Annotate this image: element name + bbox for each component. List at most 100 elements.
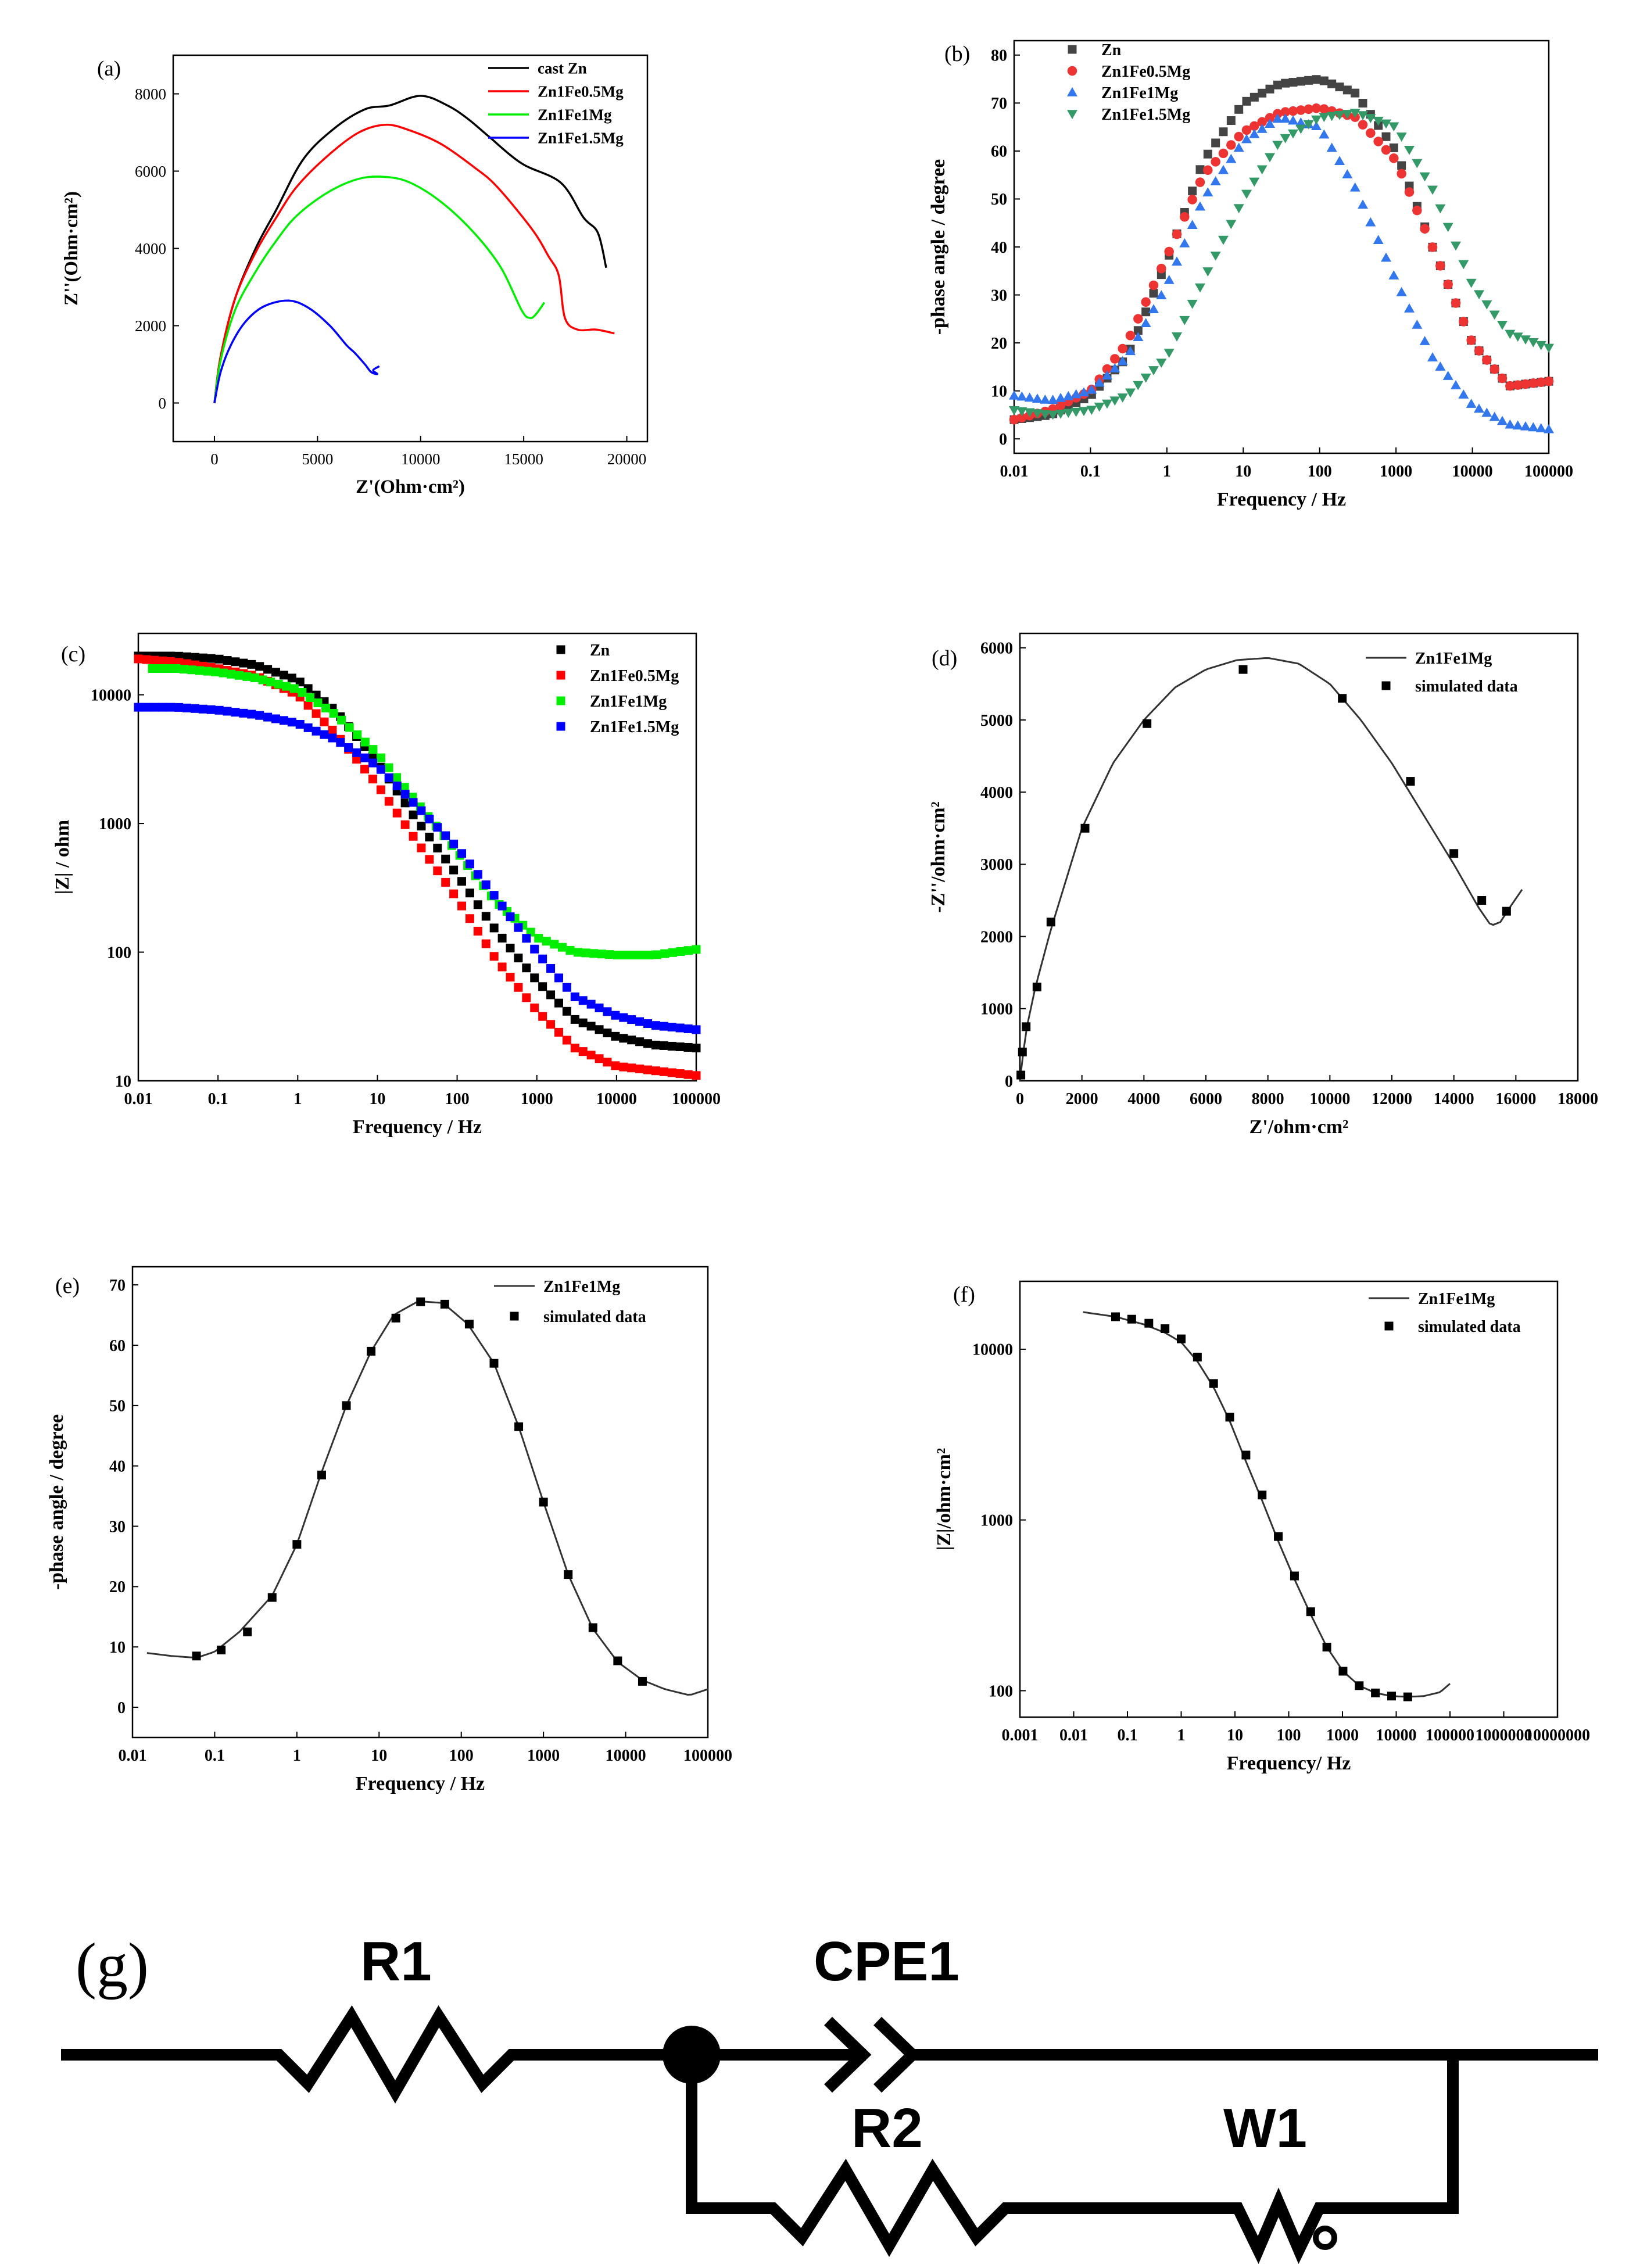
data-point	[1210, 176, 1221, 185]
legend-label: cast Zn	[538, 59, 587, 77]
data-point	[683, 1070, 693, 1079]
data-point	[645, 950, 654, 959]
data-point	[1497, 415, 1508, 425]
y-tick-label: 50	[991, 191, 1007, 209]
x-tick-label: 0.001	[1002, 1726, 1039, 1744]
y-tick-label: 1000	[99, 815, 131, 833]
data-point	[1358, 111, 1368, 121]
data-point	[1249, 177, 1260, 187]
x-tick-label: 10000	[401, 450, 441, 468]
legend-swatch	[556, 722, 565, 731]
data-point	[1319, 104, 1329, 114]
data-point	[578, 1018, 588, 1027]
legend-label: Zn1Fe1.5Mg	[538, 129, 624, 146]
data-point	[1016, 407, 1027, 417]
data-point	[384, 773, 393, 782]
data-point	[1505, 381, 1515, 391]
data-point	[522, 963, 531, 973]
data-point	[1203, 165, 1213, 175]
data-point	[1249, 121, 1259, 131]
data-point	[1482, 355, 1492, 365]
data-point	[368, 775, 377, 784]
data-point	[481, 880, 490, 890]
data-point	[692, 1043, 701, 1052]
data-point	[192, 1651, 201, 1661]
data-point	[1505, 329, 1516, 339]
data-point	[441, 877, 450, 887]
data-point	[1389, 143, 1398, 152]
r2-resistor	[692, 2158, 1226, 2258]
data-point	[243, 1627, 252, 1636]
data-point	[619, 1034, 628, 1043]
y-tick-label: 0	[159, 395, 167, 412]
x-tick-label: 100	[1308, 463, 1332, 481]
data-point	[1016, 391, 1027, 401]
data-point	[1117, 356, 1128, 366]
data-point	[595, 1004, 604, 1013]
data-point	[303, 701, 313, 710]
y-tick-label: 5000	[980, 712, 1013, 730]
data-point	[1211, 138, 1220, 148]
data-point	[613, 950, 622, 959]
data-point	[1427, 242, 1438, 252]
data-point	[1148, 280, 1159, 291]
data-point	[1466, 399, 1477, 408]
data-point	[425, 855, 434, 864]
data-point	[514, 1422, 524, 1431]
data-point	[1466, 278, 1477, 288]
legend-label: Zn1Fe1Mg	[1101, 84, 1178, 102]
data-point	[1195, 283, 1205, 293]
data-point	[263, 712, 273, 722]
x-tick-label: 0.01	[1000, 463, 1029, 481]
y-tick-label: 60	[109, 1337, 126, 1355]
data-point	[1403, 1692, 1412, 1701]
data-point	[1322, 1642, 1331, 1651]
data-point	[206, 654, 216, 663]
data-point	[217, 1645, 226, 1654]
data-point	[570, 1015, 579, 1024]
data-point	[166, 657, 176, 666]
data-point	[1338, 694, 1347, 703]
data-point	[328, 725, 337, 734]
data-point	[692, 1025, 701, 1034]
panel-label: (d)	[932, 646, 957, 671]
data-point	[1373, 235, 1384, 244]
data-point	[1238, 665, 1248, 674]
series-zn1fe1mg	[213, 175, 546, 403]
data-point	[231, 708, 240, 717]
x-tick-label: 12000	[1372, 1090, 1412, 1108]
data-point	[1140, 373, 1151, 383]
data-point	[1265, 84, 1274, 94]
data-point	[1080, 823, 1090, 833]
cpe1-element-right	[873, 2016, 921, 2093]
y-tick-label: 10000	[972, 1341, 1013, 1359]
data-point	[305, 693, 314, 703]
data-point	[627, 1036, 636, 1045]
data-point	[231, 657, 240, 667]
data-point	[514, 923, 523, 932]
data-point	[1210, 251, 1221, 261]
data-point	[546, 1020, 556, 1029]
data-point	[530, 973, 539, 983]
data-point	[1442, 371, 1453, 380]
data-point	[1381, 119, 1391, 129]
y-tick-label: 40	[109, 1457, 126, 1475]
panel-label: (b)	[944, 42, 970, 66]
data-point	[1451, 241, 1461, 251]
data-point	[522, 934, 531, 943]
data-point	[1094, 377, 1105, 387]
data-point	[1177, 1334, 1186, 1343]
data-point	[1351, 88, 1360, 98]
data-point	[1226, 153, 1237, 163]
x-tick-label: 10	[369, 1090, 385, 1108]
data-point	[481, 912, 490, 921]
y-axis-label: Z''(Ohm·cm²)	[61, 191, 82, 306]
data-point	[148, 664, 157, 673]
data-point	[1102, 399, 1112, 409]
data-point	[676, 947, 685, 956]
data-point	[611, 1061, 620, 1070]
data-point	[1389, 153, 1399, 163]
data-point	[182, 652, 191, 661]
x-tick-label: 0.1	[208, 1090, 228, 1108]
data-point	[425, 833, 434, 842]
